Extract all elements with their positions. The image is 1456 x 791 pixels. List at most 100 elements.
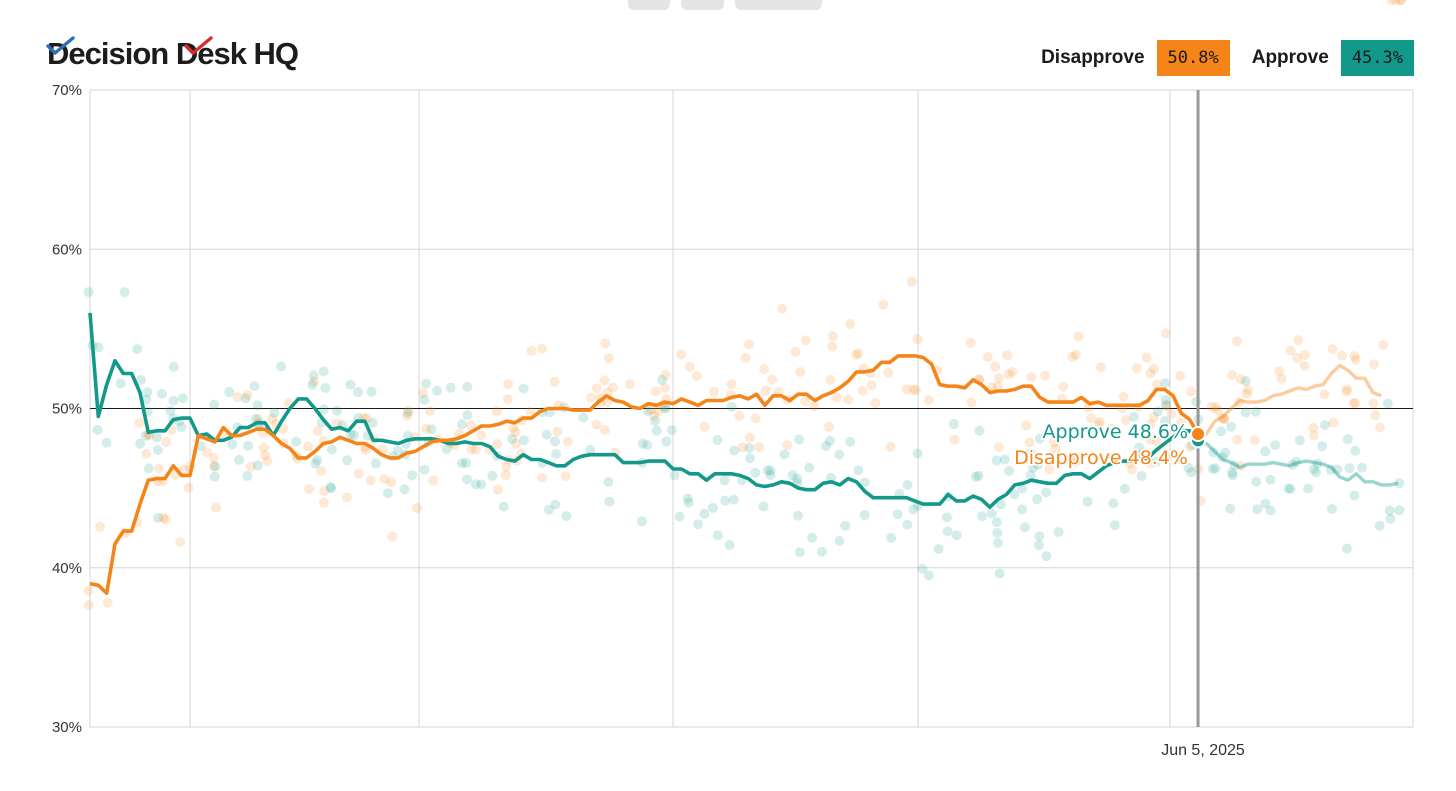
toolbar-pill-2[interactable]: [681, 0, 724, 10]
disapprove-hover-point: [1190, 425, 1207, 442]
approve-poll-dot: [917, 563, 928, 574]
approve-poll-dot: [1053, 527, 1064, 537]
approve-poll-dot: [370, 458, 381, 469]
approve-poll-dot: [1186, 467, 1197, 478]
approve-poll-dot: [269, 407, 280, 418]
disapprove-poll-dot: [1093, 419, 1104, 430]
disapprove-poll-dot: [1095, 362, 1106, 373]
disapprove-poll-dot: [660, 370, 671, 381]
approve-poll-dot: [1119, 483, 1130, 494]
approve-poll-dot: [308, 370, 319, 381]
disapprove-poll-dot: [982, 352, 993, 362]
disapprove-poll-dot: [202, 447, 212, 458]
approve-poll-dot: [657, 374, 668, 385]
disapprove-poll-dot: [607, 382, 618, 393]
approve-poll-dot: [1294, 435, 1305, 446]
disapprove-poll-dot: [1276, 373, 1287, 384]
disapprove-poll-dot: [1120, 415, 1131, 426]
approve-poll-dot: [578, 412, 589, 423]
approve-poll-dot: [1308, 464, 1319, 475]
approve-poll-dot: [407, 470, 418, 481]
disapprove-poll-dot: [795, 367, 806, 377]
disapprove-poll-dot: [1292, 352, 1303, 363]
approve-poll-dot: [1385, 513, 1396, 524]
disapprove-poll-dot: [387, 531, 398, 542]
disapprove-poll-dot: [1165, 422, 1176, 433]
approve-poll-dot: [912, 448, 923, 459]
approve-poll-dot: [642, 406, 653, 416]
disapprove-poll-dot: [1390, 0, 1401, 5]
disapprove-poll-dot: [759, 364, 770, 375]
approve-poll-dot: [1226, 467, 1237, 478]
approve-poll-dot: [1291, 456, 1302, 467]
disapprove-poll-dot: [418, 388, 428, 398]
approve-poll-dot: [845, 436, 856, 447]
approve-poll-dot: [720, 495, 731, 506]
disapprove-poll-dot: [102, 597, 113, 608]
approve-poll-dot: [1183, 463, 1194, 473]
approve-poll-dot: [1159, 416, 1170, 426]
approve-poll-dot: [326, 444, 337, 455]
disapprove-poll-dot: [878, 299, 889, 310]
approve-poll-dot: [550, 499, 561, 510]
approve-poll-dot: [693, 519, 703, 530]
approve-poll-dot: [460, 457, 471, 468]
approve-poll-dot: [135, 438, 146, 449]
disapprove-poll-dot: [699, 421, 710, 432]
disapprove-poll-dot: [1328, 417, 1339, 428]
approve-poll-dot: [1217, 452, 1228, 463]
disapprove-poll-dot: [1040, 370, 1051, 381]
approve-poll-dot: [840, 520, 851, 531]
disapprove-poll-dot: [1212, 405, 1223, 416]
disapprove-poll-dot: [1342, 384, 1353, 395]
approve-poll-dot: [1136, 471, 1147, 481]
disapprove-poll-dot: [1131, 363, 1142, 374]
approve-poll-dot: [1019, 522, 1030, 533]
disapprove-poll-dot: [183, 482, 194, 493]
disapprove-poll-dot: [332, 418, 343, 429]
approve-poll-dot: [209, 399, 220, 410]
disapprove-poll-dot: [403, 405, 414, 416]
y-tick-label: 40%: [52, 560, 82, 577]
approve-poll-dot: [637, 516, 647, 527]
toolbar-pill-1[interactable]: [628, 0, 670, 10]
disapprove-poll-dot: [466, 444, 477, 455]
disapprove-poll-dot: [1337, 350, 1347, 361]
disapprove-poll-dot: [650, 386, 661, 397]
disapprove-poll-dot: [1350, 398, 1361, 409]
disapprove-poll-dot: [1086, 413, 1097, 424]
disapprove-poll-dot: [1070, 349, 1081, 360]
disapprove-poll-dot: [599, 375, 610, 386]
disapprove-poll-dot: [1235, 374, 1246, 385]
legend-disapprove-label: Disapprove: [1041, 47, 1145, 68]
disapprove-poll-dot: [1002, 350, 1012, 361]
disapprove-poll-dot: [866, 380, 877, 391]
disapprove-poll-dot: [83, 585, 94, 596]
approve-poll-dot: [462, 381, 473, 392]
approve-poll-dot: [908, 504, 919, 515]
disapprove-poll-dot: [211, 502, 221, 513]
disapprove-poll-dot: [1370, 410, 1381, 421]
disapprove-poll-dot: [1048, 437, 1059, 448]
approve-poll-dot: [992, 527, 1003, 538]
approve-poll-dot: [1270, 440, 1281, 451]
disapprove-poll-dot: [1210, 402, 1221, 413]
approve-trend-line: [88, 312, 1200, 509]
approve-poll-dot: [332, 405, 342, 416]
disapprove-poll-dot: [503, 379, 514, 390]
approve-poll-dot: [177, 393, 188, 404]
disapprove-poll-dot: [645, 404, 656, 415]
approve-poll-dot: [224, 387, 235, 397]
approve-poll-dot: [1341, 543, 1352, 554]
disapprove-poll-dot: [1127, 464, 1138, 475]
disapprove-poll-dot: [600, 338, 611, 349]
toolbar-pill-3[interactable]: [735, 0, 822, 10]
approve-poll-dot: [683, 497, 694, 508]
disapprove-callout: Disapprove 48.4%: [1014, 447, 1188, 469]
disapprove-poll-dot: [421, 423, 432, 434]
approve-poll-dot: [487, 470, 498, 481]
disapprove-poll-dot: [831, 392, 842, 403]
approve-poll-dot: [729, 445, 740, 456]
approve-poll-dot: [541, 429, 552, 440]
